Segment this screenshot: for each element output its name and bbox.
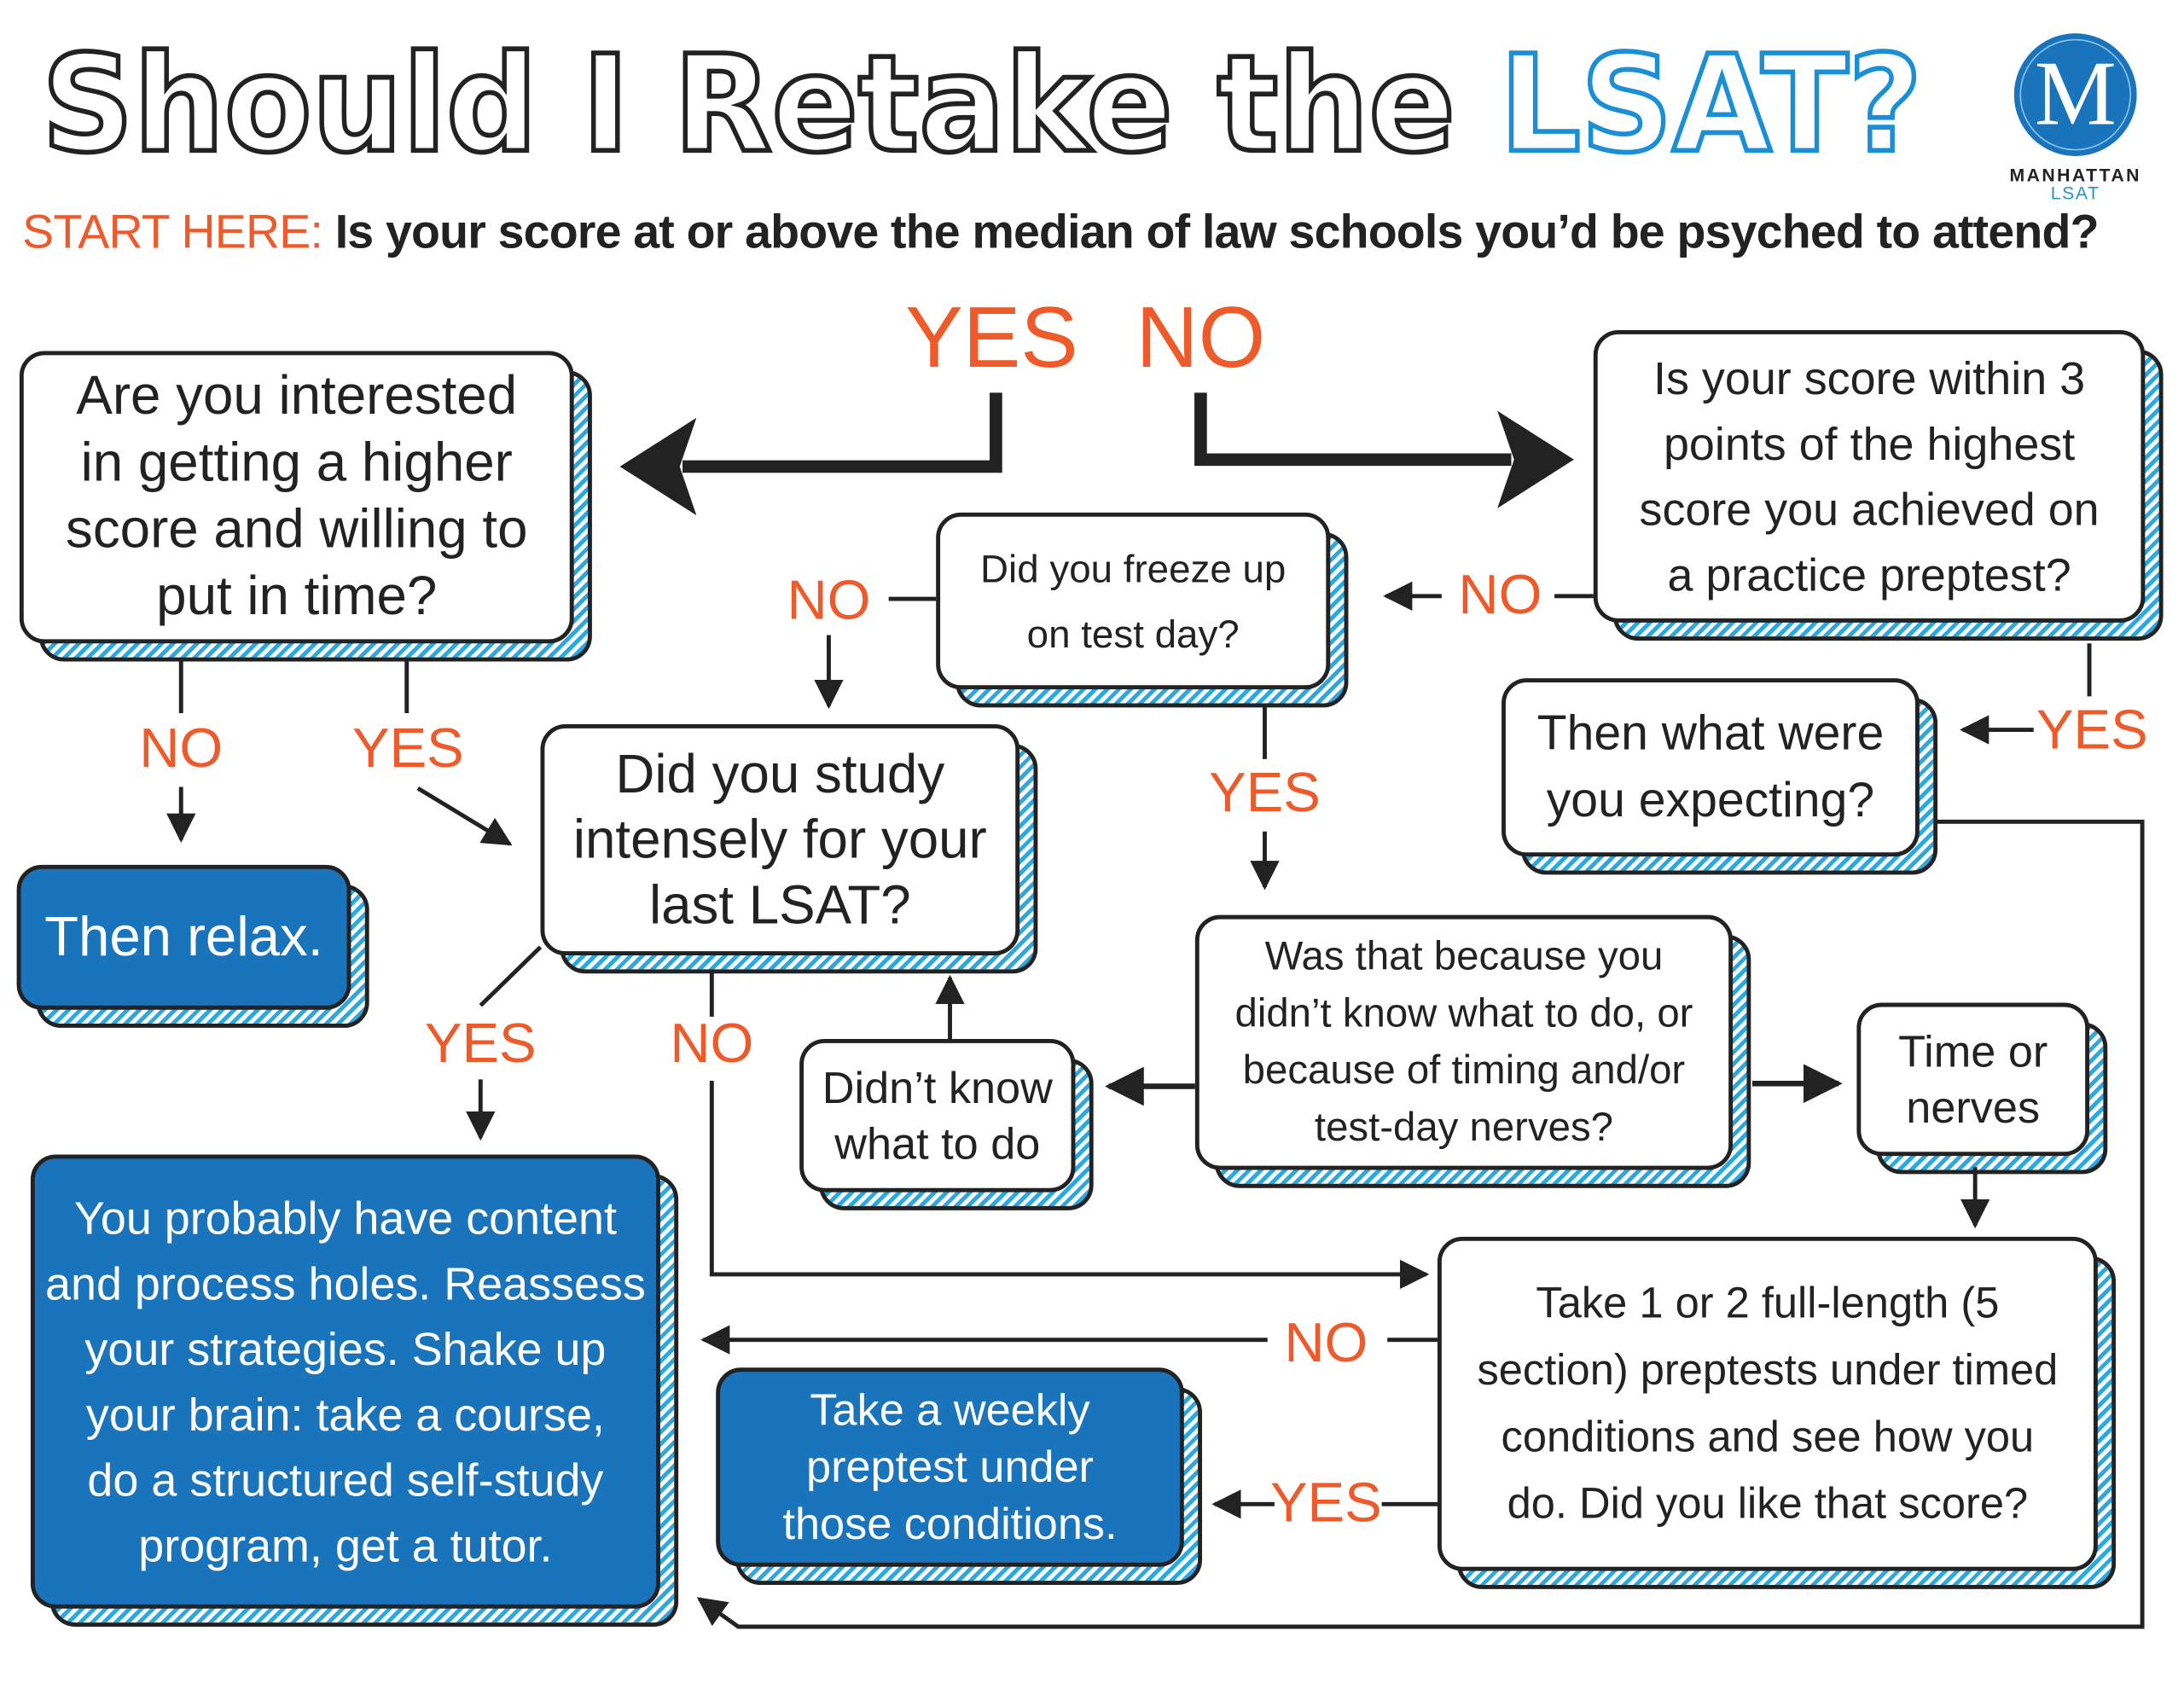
start-question-text: Is your score at or above the median of …	[334, 206, 2100, 259]
label-no: NO	[1284, 1312, 1368, 1374]
label-yes: YES	[1209, 762, 1321, 824]
svg-text:Should I Retake the LSAT?: Should I Retake the LSAT?	[42, 26, 1922, 182]
answer-yes: YES	[905, 290, 1078, 387]
label-no: NO	[787, 570, 871, 632]
answer-no: NO	[1136, 290, 1266, 387]
label-no: NO	[670, 1013, 754, 1075]
node-time-nerves: Time or nerves	[1856, 1002, 2108, 1175]
node-content-holes: You probably have content and process ho…	[30, 1154, 679, 1627]
label-yes: YES	[1269, 1472, 1382, 1535]
node-study: Did you study intensely for your last LS…	[540, 724, 1038, 974]
node-expecting: Then what were you expecting?	[1502, 678, 1938, 875]
label-no: NO	[1458, 565, 1542, 626]
title-main: Should I Retake the	[42, 26, 1500, 182]
node-didnt-know: Didn’t know what to do	[799, 1038, 1094, 1210]
node-interested: Are you interested in getting a higher s…	[19, 351, 592, 662]
page-title: Should I Retake the LSAT?	[39, 24, 1925, 184]
title-accent: LSAT?	[1500, 26, 1922, 182]
node-freeze: Did you freeze up on test day?	[936, 512, 1349, 708]
node-weekly-preptest: Take a weekly preptest under those condi…	[716, 1367, 1203, 1586]
yes-arrowhead	[619, 417, 697, 516]
label-yes: YES	[424, 1013, 537, 1075]
logo-name: MANHATTAN	[2009, 164, 2141, 186]
no-arrowhead	[1497, 410, 1574, 508]
manhattan-lsat-logo: M MANHATTAN LSAT	[1985, 33, 2166, 202]
logo-sub: LSAT	[2050, 182, 2100, 204]
start-label: START HERE:	[22, 206, 323, 259]
label-no: NO	[139, 717, 224, 780]
node-within-3-points: Is your score within 3 points of the hig…	[1593, 329, 2164, 641]
start-question: START HERE: Is your score at or above th…	[22, 206, 2099, 261]
label-yes: YES	[2036, 699, 2148, 762]
logo-circle: M	[2013, 33, 2137, 156]
node-because: Was that because you didn’t know what to…	[1194, 914, 1751, 1188]
no-connector	[1194, 392, 1512, 467]
label-yes: YES	[352, 717, 464, 780]
yes-connector	[682, 392, 1002, 473]
node-full-length: Take 1 or 2 full-length (5 section) prep…	[1437, 1236, 2117, 1589]
node-relax: Then relax.	[16, 864, 369, 1028]
